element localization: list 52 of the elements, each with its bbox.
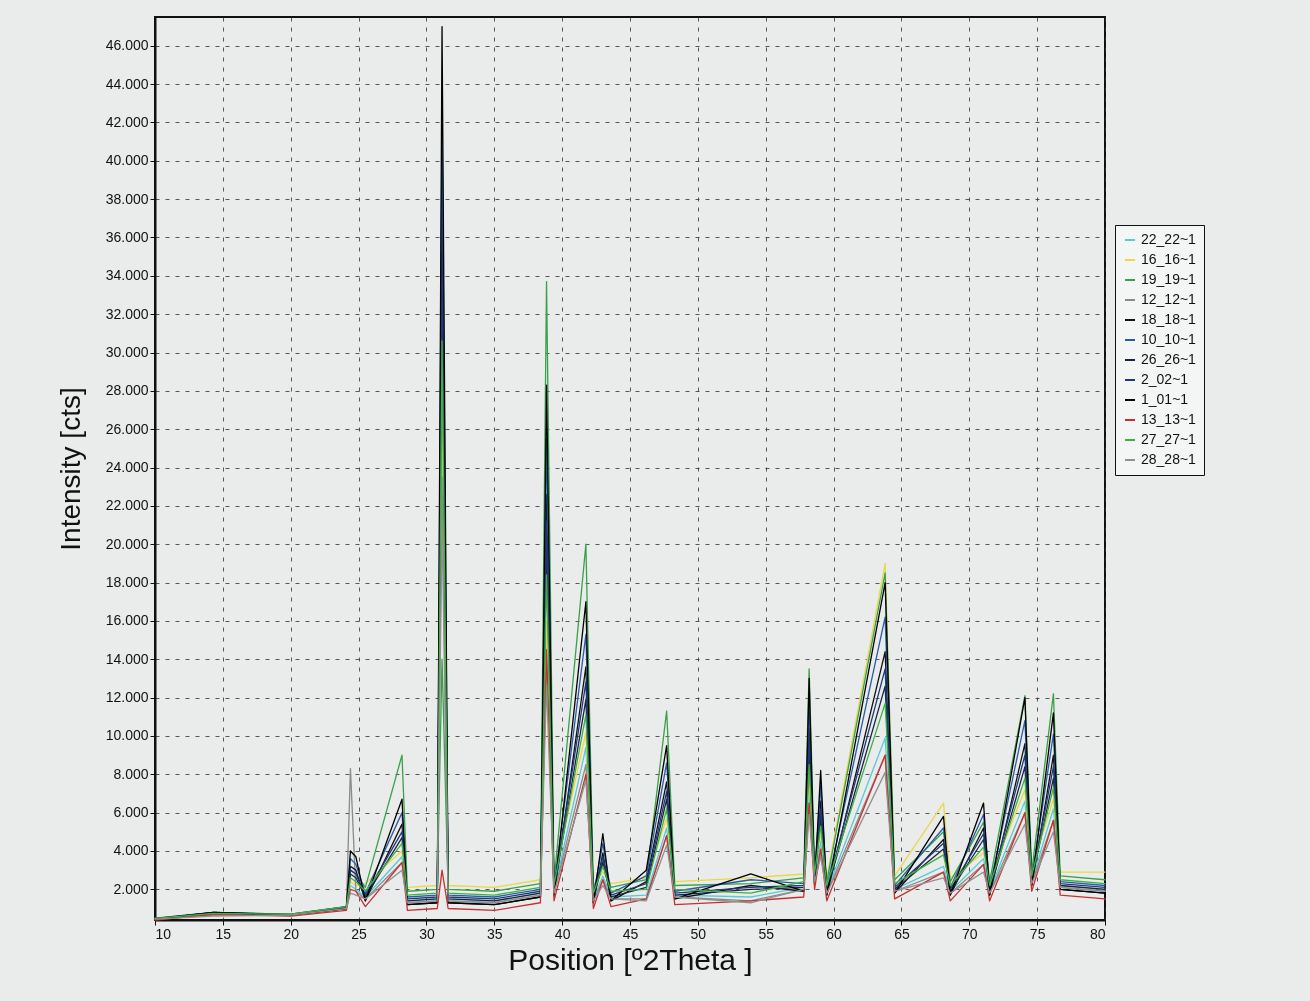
legend-label: 27_27~1: [1141, 431, 1197, 447]
y-tick-label: 12.000: [105, 689, 149, 706]
x-tick-label: 60: [826, 925, 843, 942]
legend-label: 10_10~1: [1141, 331, 1197, 347]
y-tick-label: 42.000: [105, 113, 149, 130]
y-tick-label: 26.000: [105, 420, 149, 437]
y-axis-title: Intensity [cts]: [54, 387, 86, 551]
y-tick-label: 38.000: [105, 190, 149, 207]
y-tick-label: 16.000: [105, 612, 149, 629]
x-tick-label: 65: [894, 925, 910, 942]
x-axis-title: Position [º2Theta ]: [508, 942, 753, 976]
x-tick-label: 35: [487, 925, 503, 942]
legend-label: 18_18~1: [1141, 311, 1197, 327]
y-tick-label: 18.000: [105, 574, 149, 591]
legend-label: 22_22~1: [1141, 231, 1197, 247]
legend-label: 13_13~1: [1141, 411, 1197, 427]
y-tick-label: 34.000: [105, 267, 149, 284]
y-tick-label: 24.000: [105, 459, 149, 476]
y-tick-label: 32.000: [105, 305, 149, 322]
y-tick-label: 46.000: [105, 37, 149, 54]
legend-label: 19_19~1: [1141, 271, 1197, 287]
legend-label: 28_28~1: [1141, 451, 1197, 467]
legend-label: 1_01~1: [1141, 391, 1189, 407]
y-tick-label: 8.000: [113, 765, 149, 782]
legend-label: 2_02~1: [1141, 371, 1189, 387]
x-tick-label: 45: [622, 925, 639, 942]
y-tick-label: 14.000: [105, 650, 149, 667]
x-tick-label: 10: [155, 925, 172, 942]
y-tick-label: 44.000: [105, 75, 149, 92]
x-tick-label: 50: [690, 925, 707, 942]
x-tick-label: 75: [1029, 925, 1046, 942]
y-tick-label: 28.000: [105, 382, 149, 399]
legend-label: 16_16~1: [1141, 251, 1197, 267]
legend-label: 26_26~1: [1141, 351, 1197, 367]
x-tick-label: 20: [283, 925, 300, 942]
y-tick-label: 30.000: [105, 344, 149, 361]
y-tick-label: 10.000: [105, 727, 149, 744]
x-tick-label: 40: [554, 925, 571, 942]
x-tick-label: 70: [962, 925, 978, 942]
y-tick-label: 22.000: [105, 497, 149, 514]
legend-label: 12_12~1: [1141, 291, 1197, 307]
x-tick-label: 25: [351, 925, 368, 942]
x-tick-label: 80: [1089, 925, 1106, 942]
x-tick-label: 15: [215, 925, 232, 942]
y-tick-label: 40.000: [105, 152, 149, 169]
y-tick-label: 20.000: [105, 535, 149, 552]
y-tick-label: 2.000: [113, 880, 149, 897]
y-tick-label: 36.000: [105, 228, 149, 245]
y-tick-label: 6.000: [113, 804, 149, 821]
y-tick-label: 4.000: [113, 842, 149, 859]
x-tick-label: 55: [758, 925, 775, 942]
x-tick-label: 30: [419, 925, 435, 942]
